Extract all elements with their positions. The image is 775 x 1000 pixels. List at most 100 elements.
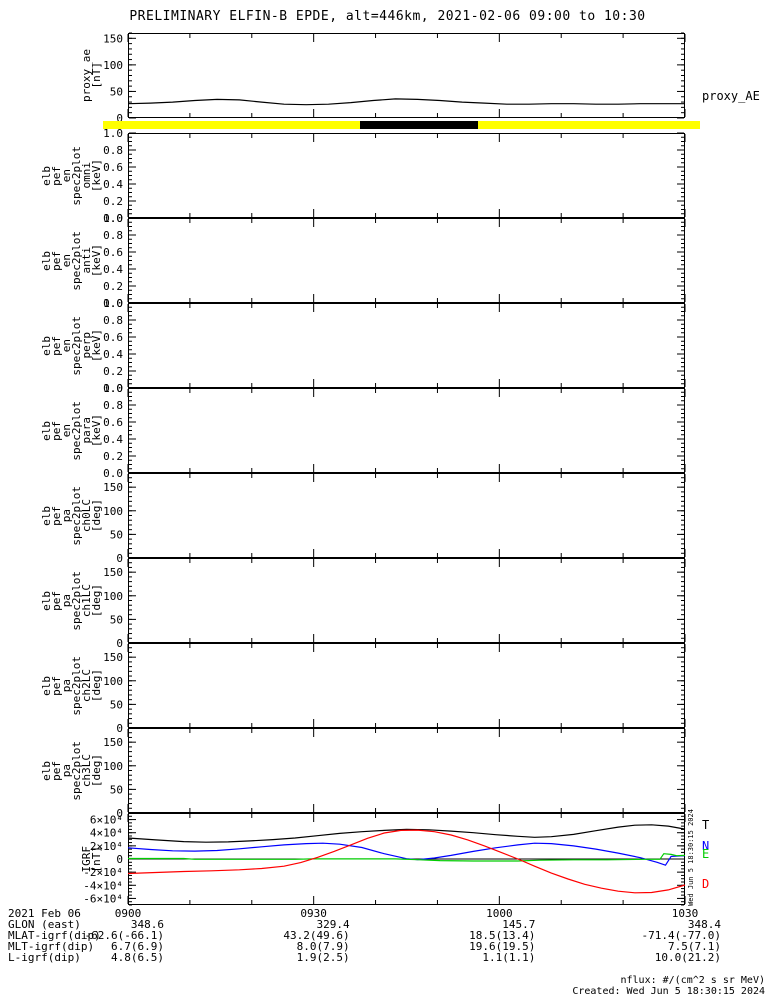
y-tick-label: -6×10⁴ <box>83 892 123 905</box>
y-tick-label: 50 <box>110 698 123 711</box>
table-cell-mlat: 43.2(49.6) <box>283 929 350 942</box>
y-tick-label: 50 <box>110 85 123 98</box>
y-tick-label: 0.8 <box>103 229 123 242</box>
y-tick-label: 0 <box>116 112 123 125</box>
series-D-line <box>127 829 686 894</box>
ylabel-line: [keV] <box>90 243 103 278</box>
table-cell-mlat: -62.6(-66.1) <box>84 929 164 942</box>
panel-pa_ch0lc-axes: 0 50 100 150 <box>103 472 686 565</box>
panel-pa_ch2lc-axes: 0 50 100 150 <box>103 642 686 735</box>
page-title: PRELIMINARY ELFIN-B EPDE, alt=446km, 202… <box>129 9 646 24</box>
series-E-line <box>128 853 686 862</box>
table-cell-l: 1.1(1.1) <box>482 951 536 964</box>
panel-en_perp-ylabel: elb pef en spec2plot perp [keV] <box>26 303 103 388</box>
y-tick-label: 6×10⁴ <box>90 814 123 827</box>
ylabel-line: [nT] <box>90 62 103 89</box>
creation-timestamp-vertical: Wed Jun 5 18:30:15 2024 <box>687 809 695 907</box>
y-tick-label: 0.4 <box>103 178 123 191</box>
panel-en_anti-ylabel: elb pef en spec2plot anti [keV] <box>26 218 103 303</box>
y-tick-label: 0.8 <box>103 144 123 157</box>
table-row-label: MLAT-igrf(dip) <box>8 929 101 942</box>
y-tick-label: -4×10⁴ <box>83 879 123 892</box>
table-row-label: 2021 Feb 06 <box>8 907 81 920</box>
nflux-units-note: nflux: #/(cm^2 s sr MeV) <box>620 975 766 986</box>
series-N-line <box>127 842 686 866</box>
y-tick-label: 100 <box>103 760 123 773</box>
right-label-E: E <box>702 847 710 862</box>
table-cell-mlt: 7.5(7.1) <box>668 940 721 953</box>
y-tick-label: 0.8 <box>103 399 123 412</box>
footer: nflux: #/(cm^2 s sr MeV) Created: Wed Ju… <box>572 975 765 997</box>
panel-pa_ch3lc-axes: 0 50 100 150 <box>103 727 686 820</box>
y-tick-label: 150 <box>103 481 123 494</box>
panel-pa_ch1lc-axes: 0 50 100 150 <box>103 557 686 650</box>
orbit-bar-night-segment <box>359 121 478 129</box>
panel-en_para-ylabel: elb pef en spec2plot para [keV] <box>26 388 103 473</box>
y-tick-label: 1.0 <box>103 127 123 140</box>
y-tick-label: -2×10⁴ <box>83 866 123 879</box>
y-tick-label: 0.6 <box>103 161 123 174</box>
y-tick-label: 150 <box>103 651 123 664</box>
y-tick-label: 50 <box>110 613 123 626</box>
ylabel-line: [keV] <box>90 158 103 193</box>
y-tick-label: 1.0 <box>103 212 123 225</box>
y-tick-label: 150 <box>103 32 123 45</box>
y-tick-label: 0 <box>116 853 123 866</box>
series-proxy_AE-line <box>127 98 685 106</box>
y-tick-label: 0.2 <box>103 195 123 208</box>
series-T-line <box>127 824 686 843</box>
y-tick-label: 0.2 <box>103 365 123 378</box>
panel-en_perp-axes: 0.0 0.2 0.4 0.6 0.8 1.0 <box>103 297 686 395</box>
table-cell-glon: 145.7 <box>502 918 536 931</box>
y-tick-label: 100 <box>103 675 123 688</box>
panel-pa_ch0lc-ylabel: elb pef pa spec2plot ch0LC [deg] <box>26 473 103 558</box>
y-tick-label: 0.2 <box>103 450 123 463</box>
ylabel-line: [keV] <box>90 413 103 448</box>
y-tick-label: 50 <box>110 528 123 541</box>
x-axis-tick-label: 1030 <box>671 907 699 920</box>
y-tick-label: 0.0 <box>103 467 123 480</box>
y-tick-label: 0 <box>116 722 123 735</box>
table-row-label: MLT-igrf(dip) <box>8 940 95 953</box>
y-tick-label: 0.0 <box>103 382 123 395</box>
orbit-bar-day-segment <box>477 121 700 129</box>
table-cell-mlt: 8.0(7.9) <box>296 940 350 953</box>
panel-pa_ch1lc-ylabel: elb pef pa spec2plot ch1LC [deg] <box>26 558 103 643</box>
table-cell-glon: 348.6 <box>130 918 164 931</box>
y-tick-label: 0.4 <box>103 433 123 446</box>
created-timestamp: Created: Wed Jun 5 18:30:15 2024 <box>572 986 765 997</box>
y-tick-label: 1.0 <box>103 382 123 395</box>
y-tick-label: 50 <box>110 783 123 796</box>
y-tick-label: 0.6 <box>103 246 123 259</box>
y-tick-label: 0.0 <box>103 297 123 310</box>
y-tick-label: 0 <box>116 637 123 650</box>
x-axis-tick-label: 0930 <box>300 907 327 920</box>
y-tick-label: 0.6 <box>103 331 123 344</box>
table-cell-mlat: 18.5(13.4) <box>469 929 536 942</box>
x-axis-tick-label: 1000 <box>486 907 513 920</box>
ylabel-line: [nT] <box>90 845 103 873</box>
panel-en_omni-axes: 0.0 0.2 0.4 0.6 0.8 1.0 <box>103 127 686 225</box>
table-cell-glon: 348.4 <box>687 918 721 931</box>
right-label-T: T <box>702 817 710 832</box>
y-tick-label: 4×10⁴ <box>90 827 123 840</box>
y-tick-label: 0.4 <box>103 263 123 276</box>
right-label-D: D <box>702 876 710 891</box>
y-tick-label: 0.2 <box>103 280 123 293</box>
table-cell-l: 1.9(2.5) <box>296 951 350 964</box>
y-tick-label: 0.4 <box>103 348 123 361</box>
table-row-label: GLON (east) <box>8 918 81 931</box>
panel-pa_ch3lc-ylabel: elb pef pa spec2plot ch3LC [deg] <box>26 728 103 813</box>
ylabel-line: [deg] <box>90 498 103 533</box>
table-cell-mlt: 6.7(6.9) <box>111 940 164 953</box>
y-tick-label: 0.0 <box>103 212 123 225</box>
y-tick-label: 150 <box>103 566 123 579</box>
panel-en_omni-ylabel: elb pef en spec2plot omni [keV] <box>26 133 103 218</box>
y-tick-label: 100 <box>103 59 123 72</box>
y-tick-label: 100 <box>103 505 123 518</box>
panel-en_anti-axes: 0.0 0.2 0.4 0.6 0.8 1.0 <box>103 212 686 310</box>
table-cell-mlat: -71.4(-77.0) <box>641 929 721 942</box>
ylabel-line: [deg] <box>90 583 103 618</box>
